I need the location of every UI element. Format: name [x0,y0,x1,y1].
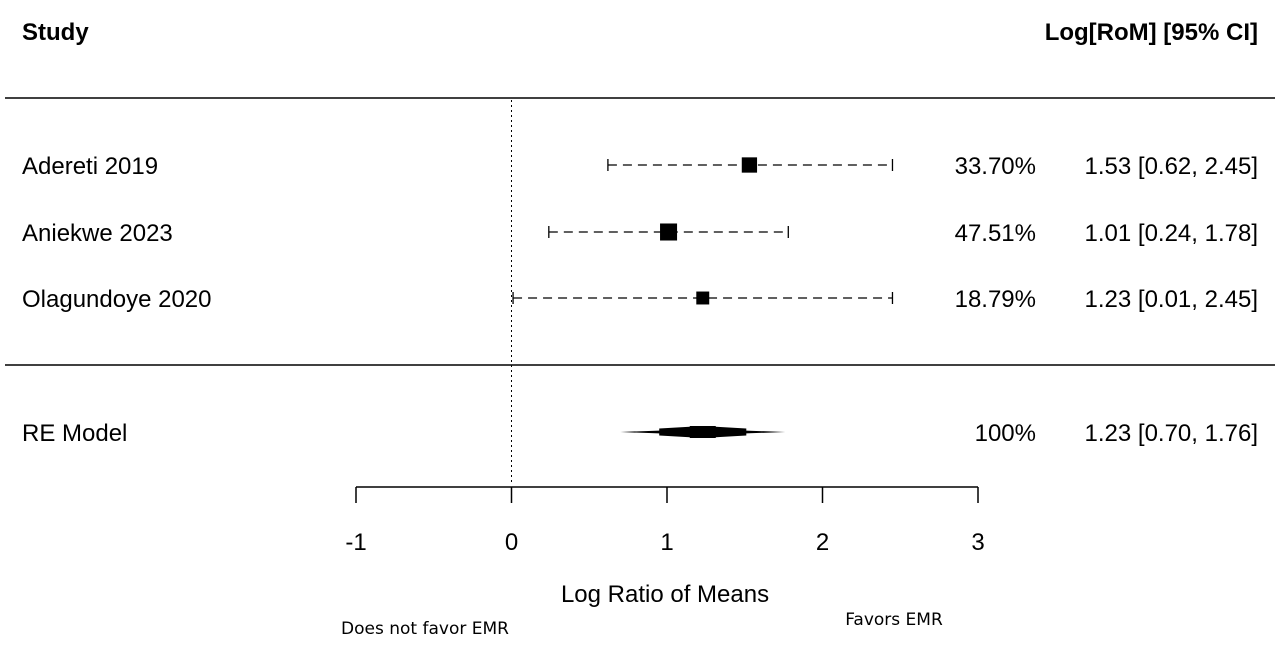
ci-label: 1.53 [0.62, 2.45] [1085,153,1258,180]
x-tick-label: -1 [345,529,366,556]
summary-ci-label: 1.23 [0.70, 1.76] [1085,420,1258,447]
study-column-header: Study [22,19,89,46]
x-tick-label: 2 [816,529,829,556]
x-axis-label: Log Ratio of Means [561,581,769,608]
effect-column-header: Log[RoM] [95% CI] [1045,19,1258,46]
study-row: Olagundoye 2020 18.79% 1.23 [0.01, 2.45] [22,286,1258,313]
study-label: Aniekwe 2023 [22,220,173,247]
right-annotation: Favors EMR [845,610,943,630]
left-annotation: Does not favor EMR [341,619,509,639]
study-label: Adereti 2019 [22,153,158,180]
study-row: Adereti 2019 33.70% 1.53 [0.62, 2.45] [22,153,1258,180]
ci-label: 1.01 [0.24, 1.78] [1085,220,1258,247]
weight-label: 33.70% [955,153,1036,180]
x-tick-label: 3 [971,529,984,556]
point-estimate [696,291,710,305]
point-estimate [660,223,678,241]
summary-label: RE Model [22,420,127,447]
x-tick-label: 0 [505,529,518,556]
weight-label: 47.51% [955,220,1036,247]
x-tick-label: 1 [660,529,673,556]
summary-weight: 100% [975,420,1036,447]
weight-label: 18.79% [955,286,1036,313]
study-row: Aniekwe 2023 47.51% 1.01 [0.24, 1.78] [22,220,1258,247]
ci-label: 1.23 [0.01, 2.45] [1085,286,1258,313]
summary-center [689,426,716,438]
point-estimate [741,157,758,173]
study-label: Olagundoye 2020 [22,286,212,313]
